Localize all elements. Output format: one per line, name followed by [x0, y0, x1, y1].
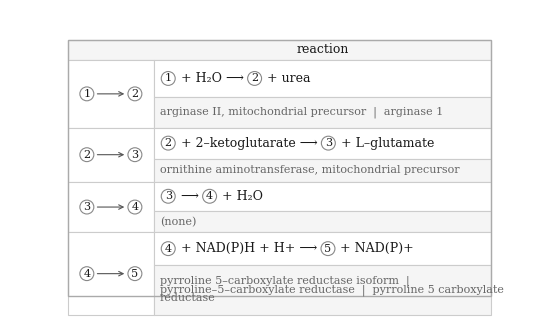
Text: + L–glutamate: + L–glutamate [337, 137, 434, 150]
Text: 3: 3 [84, 202, 91, 212]
Text: 2: 2 [165, 138, 172, 148]
Circle shape [161, 242, 175, 255]
Text: 1: 1 [84, 89, 91, 99]
Text: 2: 2 [251, 74, 258, 84]
Bar [68, 128, 153, 181]
Circle shape [128, 200, 142, 214]
Text: 4: 4 [206, 191, 213, 201]
Text: + H₂O: + H₂O [218, 190, 263, 203]
Bar [153, 181, 491, 211]
Circle shape [161, 136, 175, 150]
Circle shape [322, 136, 335, 150]
Text: pyrroline 5–carboxylate reductase isoform  |: pyrroline 5–carboxylate reductase isofor… [159, 276, 410, 287]
Bar [153, 211, 491, 232]
Circle shape [248, 72, 262, 85]
Bar [153, 159, 491, 181]
Circle shape [128, 87, 142, 101]
Text: + 2–ketoglutarate ⟶: + 2–ketoglutarate ⟶ [177, 137, 322, 150]
Text: pyrroline–5–carboxylate reductase  |  pyrroline 5 carboxylate: pyrroline–5–carboxylate reductase | pyrr… [159, 284, 503, 296]
Circle shape [80, 200, 94, 214]
Text: reaction: reaction [296, 44, 349, 57]
Text: ⟶: ⟶ [177, 190, 203, 203]
Bar [153, 128, 491, 159]
Text: + NAD(P)+: + NAD(P)+ [336, 242, 414, 255]
Text: 2: 2 [132, 89, 139, 99]
Circle shape [80, 87, 94, 101]
Text: reductase: reductase [159, 293, 216, 303]
Text: arginase II, mitochondrial precursor  |  arginase 1: arginase II, mitochondrial precursor | a… [159, 107, 443, 118]
Text: 3: 3 [165, 191, 172, 201]
Circle shape [161, 72, 175, 85]
Bar [153, 60, 491, 97]
Text: 5: 5 [132, 269, 139, 279]
Bar [68, 40, 491, 60]
Bar [153, 232, 491, 265]
Text: 2: 2 [84, 150, 91, 160]
Text: (none): (none) [159, 216, 196, 227]
Circle shape [80, 267, 94, 281]
Text: 4: 4 [165, 244, 172, 254]
Text: 4: 4 [132, 202, 139, 212]
Circle shape [161, 189, 175, 203]
Circle shape [203, 189, 217, 203]
Text: 4: 4 [84, 269, 91, 279]
Bar [68, 60, 153, 128]
Bar [68, 232, 153, 315]
Text: + H₂O ⟶: + H₂O ⟶ [177, 72, 248, 85]
Bar [153, 97, 491, 128]
Circle shape [128, 148, 142, 162]
Text: 1: 1 [165, 74, 172, 84]
Bar [153, 265, 491, 315]
Text: 3: 3 [325, 138, 332, 148]
Circle shape [128, 267, 142, 281]
Bar [68, 181, 153, 232]
Text: + NAD(P)H + H+ ⟶: + NAD(P)H + H+ ⟶ [177, 242, 321, 255]
Text: 5: 5 [324, 244, 331, 254]
Circle shape [80, 148, 94, 162]
Text: 3: 3 [132, 150, 139, 160]
Circle shape [321, 242, 335, 255]
Text: ornithine aminotransferase, mitochondrial precursor: ornithine aminotransferase, mitochondria… [159, 165, 459, 175]
Text: + urea: + urea [263, 72, 311, 85]
